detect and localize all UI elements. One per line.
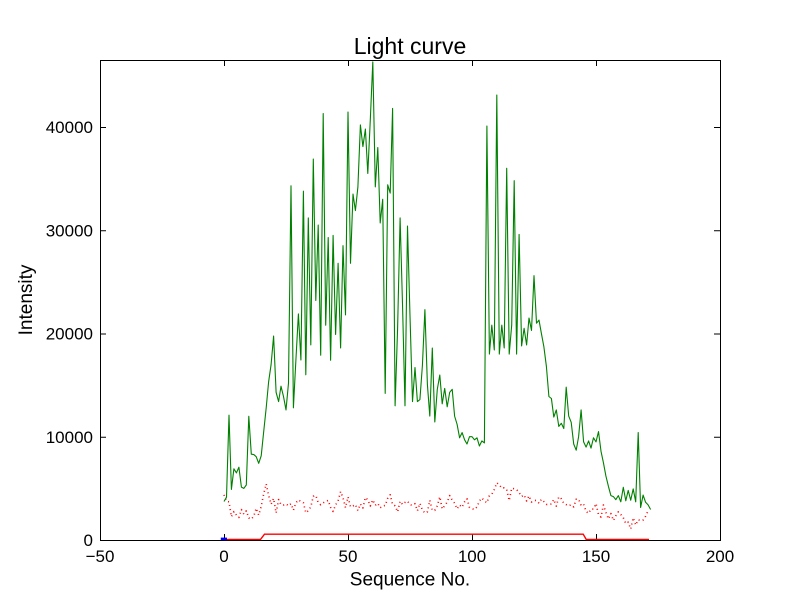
svg-text:150: 150 [582, 547, 610, 566]
svg-text:100: 100 [458, 547, 486, 566]
svg-text:0: 0 [84, 531, 93, 550]
svg-text:Light curve: Light curve [354, 33, 467, 59]
svg-text:50: 50 [339, 547, 358, 566]
svg-text:0: 0 [219, 547, 228, 566]
svg-text:200: 200 [706, 547, 734, 566]
svg-text:Intensity: Intensity [16, 264, 37, 335]
svg-text:30000: 30000 [46, 221, 93, 240]
svg-text:40000: 40000 [46, 118, 93, 137]
svg-text:20000: 20000 [46, 325, 93, 344]
svg-text:Sequence No.: Sequence No. [350, 569, 470, 590]
svg-text:10000: 10000 [46, 428, 93, 447]
svg-text:−50: −50 [86, 547, 115, 566]
